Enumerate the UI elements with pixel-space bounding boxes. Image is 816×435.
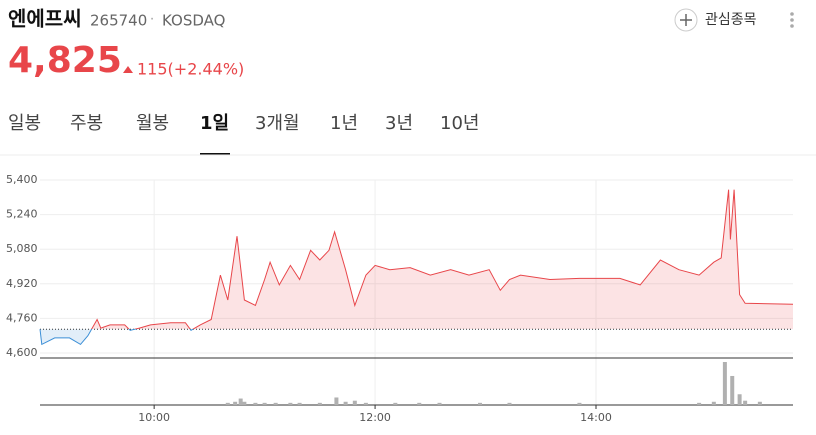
volume-bar [225, 402, 230, 405]
volume-bar [253, 402, 258, 405]
volume-bar [722, 362, 727, 405]
volume-bar [478, 402, 483, 405]
plus-icon [680, 14, 692, 26]
y-tick-label: 5,240 [6, 208, 38, 221]
plot: 4,600 4,760 4,920 5,080 5,240 5,400 10:00 12:00… [6, 173, 794, 424]
x-tick-label: 10:00 [138, 411, 170, 424]
watch-button[interactable]: 관심종목 [674, 8, 757, 32]
tab[interactable]: 10년 [440, 113, 479, 134]
price-area [40, 189, 793, 345]
volume-bar [288, 402, 293, 405]
more-menu[interactable] [790, 12, 794, 28]
volume-bar [743, 400, 748, 405]
volume-bar [233, 401, 238, 405]
volume-bar [737, 394, 742, 405]
volume-bar [262, 402, 267, 405]
market: KOSDAQ [162, 12, 225, 30]
separator: · [150, 13, 154, 28]
tab[interactable]: 주봉 [70, 113, 103, 134]
y-tick-label: 5,400 [6, 173, 38, 186]
volume-bar [242, 401, 247, 405]
y-tick-label: 5,080 [6, 242, 38, 255]
y-tick-label: 4,600 [6, 346, 38, 359]
volume-bar [343, 401, 348, 405]
tabs: 일봉 주봉 월봉 1일 3개월 1년 3년 10년 [8, 113, 479, 155]
watch-label: 관심종목 [705, 12, 757, 28]
volume-bar [238, 398, 243, 405]
tab[interactable]: 3개월 [255, 113, 300, 134]
volume-bar [273, 402, 278, 405]
volume-bar [507, 402, 512, 405]
volume-bar [757, 401, 762, 405]
y-tick-label: 4,920 [6, 277, 38, 290]
volume-bar [334, 397, 339, 405]
tab[interactable]: 1일 [200, 113, 229, 134]
y-tick-label: 4,760 [6, 311, 38, 324]
change: 115(+2.44%) [137, 60, 244, 79]
tab[interactable]: 1년 [330, 113, 358, 134]
volume-bar [417, 402, 422, 405]
volume-bar [697, 402, 702, 405]
plus-circle [674, 8, 698, 32]
volume-bar [393, 402, 398, 405]
x-tick-label: 12:00 [359, 411, 391, 424]
volume-bar [711, 401, 716, 405]
stock-name: 엔에프씨 [8, 7, 82, 31]
x-tick-label: 14:00 [580, 411, 612, 424]
price: 4,825 [8, 40, 122, 81]
volume-bar [352, 400, 357, 405]
volume-bar [730, 375, 735, 405]
tab[interactable]: 월봉 [136, 113, 169, 134]
price-line [39, 189, 794, 346]
up-arrow [123, 66, 133, 73]
volume-bar [363, 402, 368, 405]
volume-bar [297, 402, 302, 405]
volume-bar [317, 402, 322, 405]
tab[interactable]: 3년 [385, 113, 413, 134]
volume-bar [437, 402, 442, 405]
stock-code: 265740 [90, 12, 147, 30]
tab[interactable]: 일봉 [8, 113, 41, 134]
volume-bar [577, 402, 582, 405]
